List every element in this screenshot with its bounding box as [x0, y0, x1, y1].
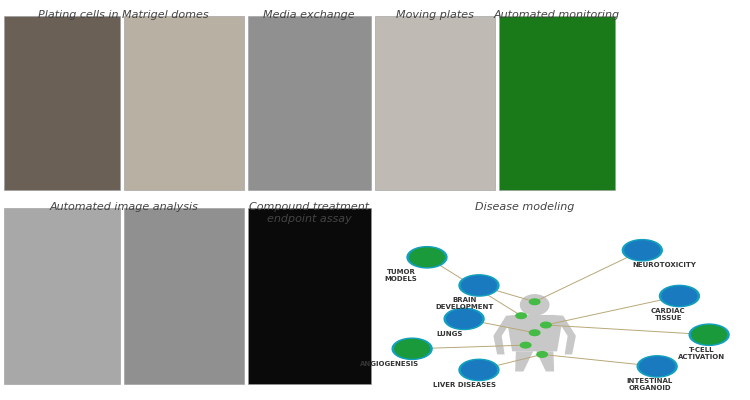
- Text: Compound treatment
endpoint assay: Compound treatment endpoint assay: [249, 202, 369, 224]
- Text: CARDIAC
TISSUE: CARDIAC TISSUE: [651, 308, 686, 321]
- Text: Plating cells in Matrigel domes: Plating cells in Matrigel domes: [38, 10, 209, 20]
- Polygon shape: [556, 316, 576, 354]
- Text: INTESTINAL
ORGANOID: INTESTINAL ORGANOID: [626, 378, 673, 392]
- Text: Media exchange: Media exchange: [263, 10, 355, 20]
- Ellipse shape: [520, 295, 549, 315]
- Circle shape: [640, 357, 674, 376]
- Text: ANGIOGENESIS: ANGIOGENESIS: [360, 361, 419, 367]
- Circle shape: [459, 359, 499, 380]
- Text: TUMOR
MODELS: TUMOR MODELS: [385, 269, 417, 282]
- Polygon shape: [494, 316, 514, 354]
- Polygon shape: [515, 351, 533, 372]
- Circle shape: [516, 313, 526, 318]
- Text: Automated monitoring: Automated monitoring: [494, 10, 620, 20]
- Circle shape: [530, 330, 540, 336]
- Text: T-CELL
ACTIVATION: T-CELL ACTIVATION: [678, 347, 725, 360]
- Circle shape: [394, 340, 430, 358]
- Circle shape: [662, 287, 697, 305]
- Circle shape: [392, 338, 432, 360]
- FancyBboxPatch shape: [124, 16, 244, 190]
- Circle shape: [459, 275, 499, 296]
- FancyBboxPatch shape: [248, 16, 371, 190]
- Text: LIVER DISEASES: LIVER DISEASES: [433, 382, 496, 388]
- FancyBboxPatch shape: [4, 208, 120, 384]
- Polygon shape: [536, 351, 554, 372]
- Circle shape: [638, 356, 677, 377]
- FancyBboxPatch shape: [499, 16, 615, 190]
- FancyBboxPatch shape: [248, 208, 371, 384]
- FancyBboxPatch shape: [4, 16, 120, 190]
- Circle shape: [659, 285, 700, 307]
- Circle shape: [541, 322, 551, 328]
- FancyBboxPatch shape: [124, 208, 244, 384]
- Circle shape: [407, 247, 447, 268]
- Circle shape: [520, 342, 531, 348]
- Circle shape: [447, 310, 482, 328]
- Text: LUNGS: LUNGS: [436, 331, 463, 337]
- Circle shape: [461, 276, 496, 295]
- FancyBboxPatch shape: [530, 308, 540, 315]
- Circle shape: [625, 241, 660, 260]
- Circle shape: [537, 352, 548, 357]
- Text: Moving plates: Moving plates: [396, 10, 474, 20]
- Circle shape: [689, 324, 729, 345]
- Text: Disease modeling: Disease modeling: [476, 202, 574, 212]
- Circle shape: [622, 240, 662, 261]
- Polygon shape: [506, 315, 563, 351]
- Circle shape: [530, 299, 540, 304]
- Text: BRAIN
DEVELOPMENT: BRAIN DEVELOPMENT: [435, 298, 494, 310]
- Text: NEUROTOXICITY: NEUROTOXICITY: [633, 262, 697, 268]
- Text: Automated image analysis: Automated image analysis: [50, 202, 198, 212]
- Circle shape: [461, 361, 496, 379]
- Circle shape: [410, 248, 444, 266]
- FancyBboxPatch shape: [375, 16, 495, 190]
- Circle shape: [444, 308, 484, 330]
- Circle shape: [692, 326, 727, 344]
